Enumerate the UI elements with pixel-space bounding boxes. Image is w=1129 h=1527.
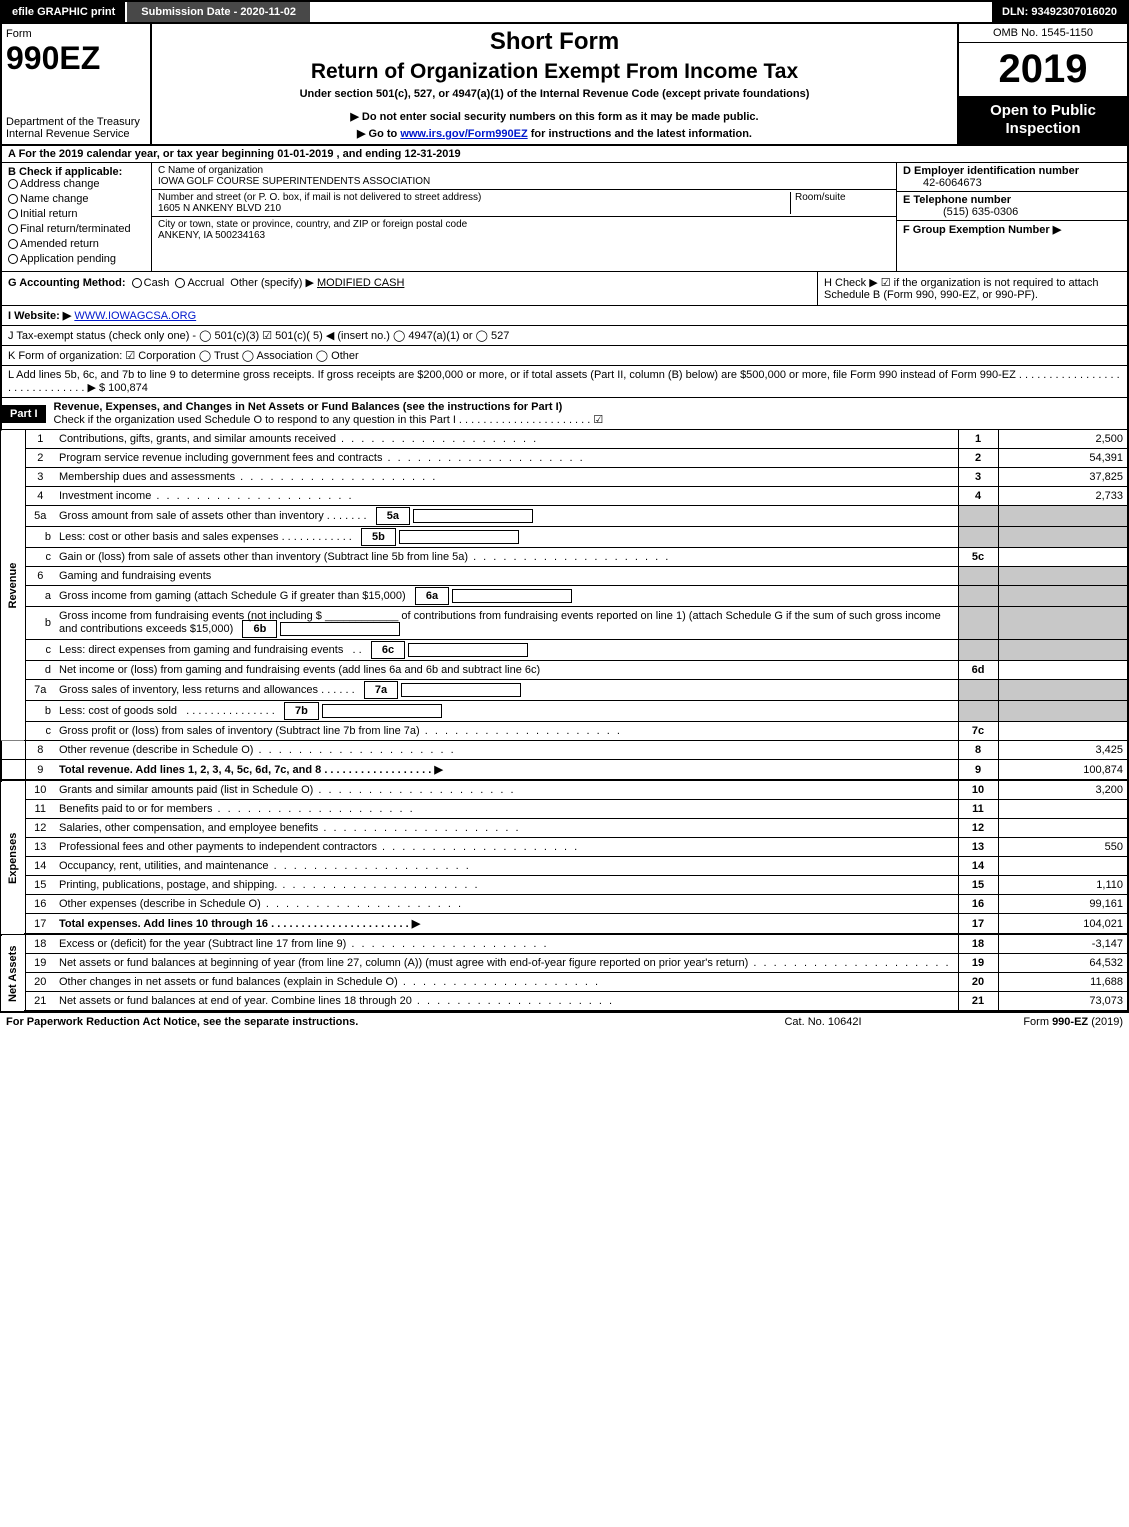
efile-print-button[interactable]: efile GRAPHIC print — [2, 2, 127, 22]
line-19-amount: 64,532 — [998, 954, 1128, 973]
room-suite: Room/suite — [790, 192, 890, 214]
do-not-enter: ▶ Do not enter social security numbers o… — [160, 110, 949, 123]
revenue-table: Revenue 1Contributions, gifts, grants, a… — [0, 430, 1129, 781]
ein-value: 42-6064673 — [903, 177, 982, 189]
row-a-period: A For the 2019 calendar year, or tax yea… — [0, 146, 1129, 163]
form-code: 990EZ — [6, 40, 146, 77]
check-application-pending[interactable]: Application pending — [8, 253, 145, 265]
expenses-side-label: Expenses — [1, 781, 25, 934]
line-16-amount: 99,161 — [998, 895, 1128, 914]
line-10-amount: 3,200 — [998, 781, 1128, 800]
line-2-amount: 54,391 — [998, 449, 1128, 468]
short-form-title: Short Form — [160, 28, 949, 56]
under-section: Under section 501(c), 527, or 4947(a)(1)… — [160, 88, 949, 100]
check-initial-return[interactable]: Initial return — [8, 208, 145, 220]
row-h-schedule-b: H Check ▶ ☑ if the organization is not r… — [817, 272, 1127, 305]
block-f-group: F Group Exemption Number ▶ — [897, 221, 1127, 271]
block-d-ein: D Employer identification number 42-6064… — [897, 163, 1127, 192]
part-i-title: Revenue, Expenses, and Changes in Net As… — [54, 401, 563, 413]
row-gh: G Accounting Method: Cash Accrual Other … — [0, 272, 1129, 306]
block-bcd: B Check if applicable: Address change Na… — [0, 163, 1129, 272]
line-15-amount: 1,110 — [998, 876, 1128, 895]
block-e-phone: E Telephone number (515) 635-0306 — [897, 192, 1127, 221]
line-13-amount: 550 — [998, 838, 1128, 857]
accounting-method-value: MODIFIED CASH — [317, 277, 404, 289]
part-i-tag: Part I — [2, 405, 46, 423]
line-20-amount: 11,688 — [998, 973, 1128, 992]
goto-instructions: ▶ Go to www.irs.gov/Form990EZ for instru… — [160, 127, 949, 140]
form-label: Form — [6, 28, 146, 40]
dept-label: Department of the Treasury Internal Reve… — [6, 116, 146, 140]
page-footer: For Paperwork Reduction Act Notice, see … — [0, 1012, 1129, 1031]
irs-link[interactable]: www.irs.gov/Form990EZ — [400, 128, 527, 140]
net-assets-table: Net Assets 18Excess or (deficit) for the… — [0, 935, 1129, 1012]
dln-label: DLN: 93492307016020 — [992, 2, 1127, 22]
header-right: OMB No. 1545-1150 2019 Open to Public In… — [957, 24, 1127, 144]
line-1-amount: 2,500 — [998, 430, 1128, 449]
omb-number: OMB No. 1545-1150 — [959, 24, 1127, 43]
block-d: D Employer identification number 42-6064… — [897, 163, 1127, 271]
line-8-amount: 3,425 — [998, 741, 1128, 760]
line-21-amount: 73,073 — [998, 992, 1128, 1012]
row-g-accounting: G Accounting Method: Cash Accrual Other … — [2, 272, 817, 305]
check-amended-return[interactable]: Amended return — [8, 238, 145, 250]
row-i-website: I Website: ▶ WWW.IOWAGCSA.ORG — [0, 306, 1129, 326]
check-address-change[interactable]: Address change — [8, 178, 145, 190]
row-l-gross-receipts: L Add lines 5b, 6c, and 7b to line 9 to … — [0, 366, 1129, 398]
row-k-form-org: K Form of organization: ☑ Corporation ◯ … — [0, 346, 1129, 366]
submission-date-button[interactable]: Submission Date - 2020-11-02 — [127, 2, 310, 22]
org-name: IOWA GOLF COURSE SUPERINTENDENTS ASSOCIA… — [158, 176, 430, 187]
header-center: Short Form Return of Organization Exempt… — [152, 24, 957, 144]
footer-form-ref: Form 990-EZ (2019) — [923, 1016, 1123, 1028]
footer-cat-no: Cat. No. 10642I — [723, 1016, 923, 1028]
org-address: 1605 N ANKENY BLVD 210 — [158, 203, 281, 214]
row-j-tax-exempt: J Tax-exempt status (check only one) - ◯… — [0, 326, 1129, 346]
phone-value: (515) 635-0306 — [903, 206, 1018, 218]
line-4-amount: 2,733 — [998, 487, 1128, 506]
line-9-amount: 100,874 — [998, 760, 1128, 781]
expenses-table: Expenses 10Grants and similar amounts pa… — [0, 781, 1129, 935]
return-title: Return of Organization Exempt From Incom… — [160, 60, 949, 84]
check-name-change[interactable]: Name change — [8, 193, 145, 205]
website-link[interactable]: WWW.IOWAGCSA.ORG — [74, 310, 196, 322]
net-assets-side-label: Net Assets — [1, 935, 25, 1011]
check-final-return[interactable]: Final return/terminated — [8, 223, 145, 235]
block-c: C Name of organization IOWA GOLF COURSE … — [152, 163, 897, 271]
open-to-public: Open to Public Inspection — [959, 96, 1127, 144]
line-17-amount: 104,021 — [998, 914, 1128, 935]
footer-notice: For Paperwork Reduction Act Notice, see … — [6, 1016, 723, 1028]
part-i-sub: Check if the organization used Schedule … — [54, 414, 604, 426]
block-b-title: B Check if applicable: — [8, 166, 122, 178]
org-city: ANKENY, IA 500234163 — [158, 230, 265, 241]
block-c-city: City or town, state or province, country… — [152, 217, 896, 271]
part-i-header: Part I Revenue, Expenses, and Changes in… — [0, 398, 1129, 430]
header-left: Form 990EZ Department of the Treasury In… — [2, 24, 152, 144]
line-3-amount: 37,825 — [998, 468, 1128, 487]
block-b: B Check if applicable: Address change Na… — [2, 163, 152, 271]
block-c-name: C Name of organization IOWA GOLF COURSE … — [152, 163, 896, 190]
revenue-side-label: Revenue — [1, 430, 25, 741]
line-18-amount: -3,147 — [998, 935, 1128, 954]
form-header: Form 990EZ Department of the Treasury In… — [0, 24, 1129, 146]
top-bar: efile GRAPHIC print Submission Date - 20… — [0, 0, 1129, 24]
tax-year: 2019 — [959, 43, 1127, 96]
block-c-address: Number and street (or P. O. box, if mail… — [152, 190, 896, 217]
